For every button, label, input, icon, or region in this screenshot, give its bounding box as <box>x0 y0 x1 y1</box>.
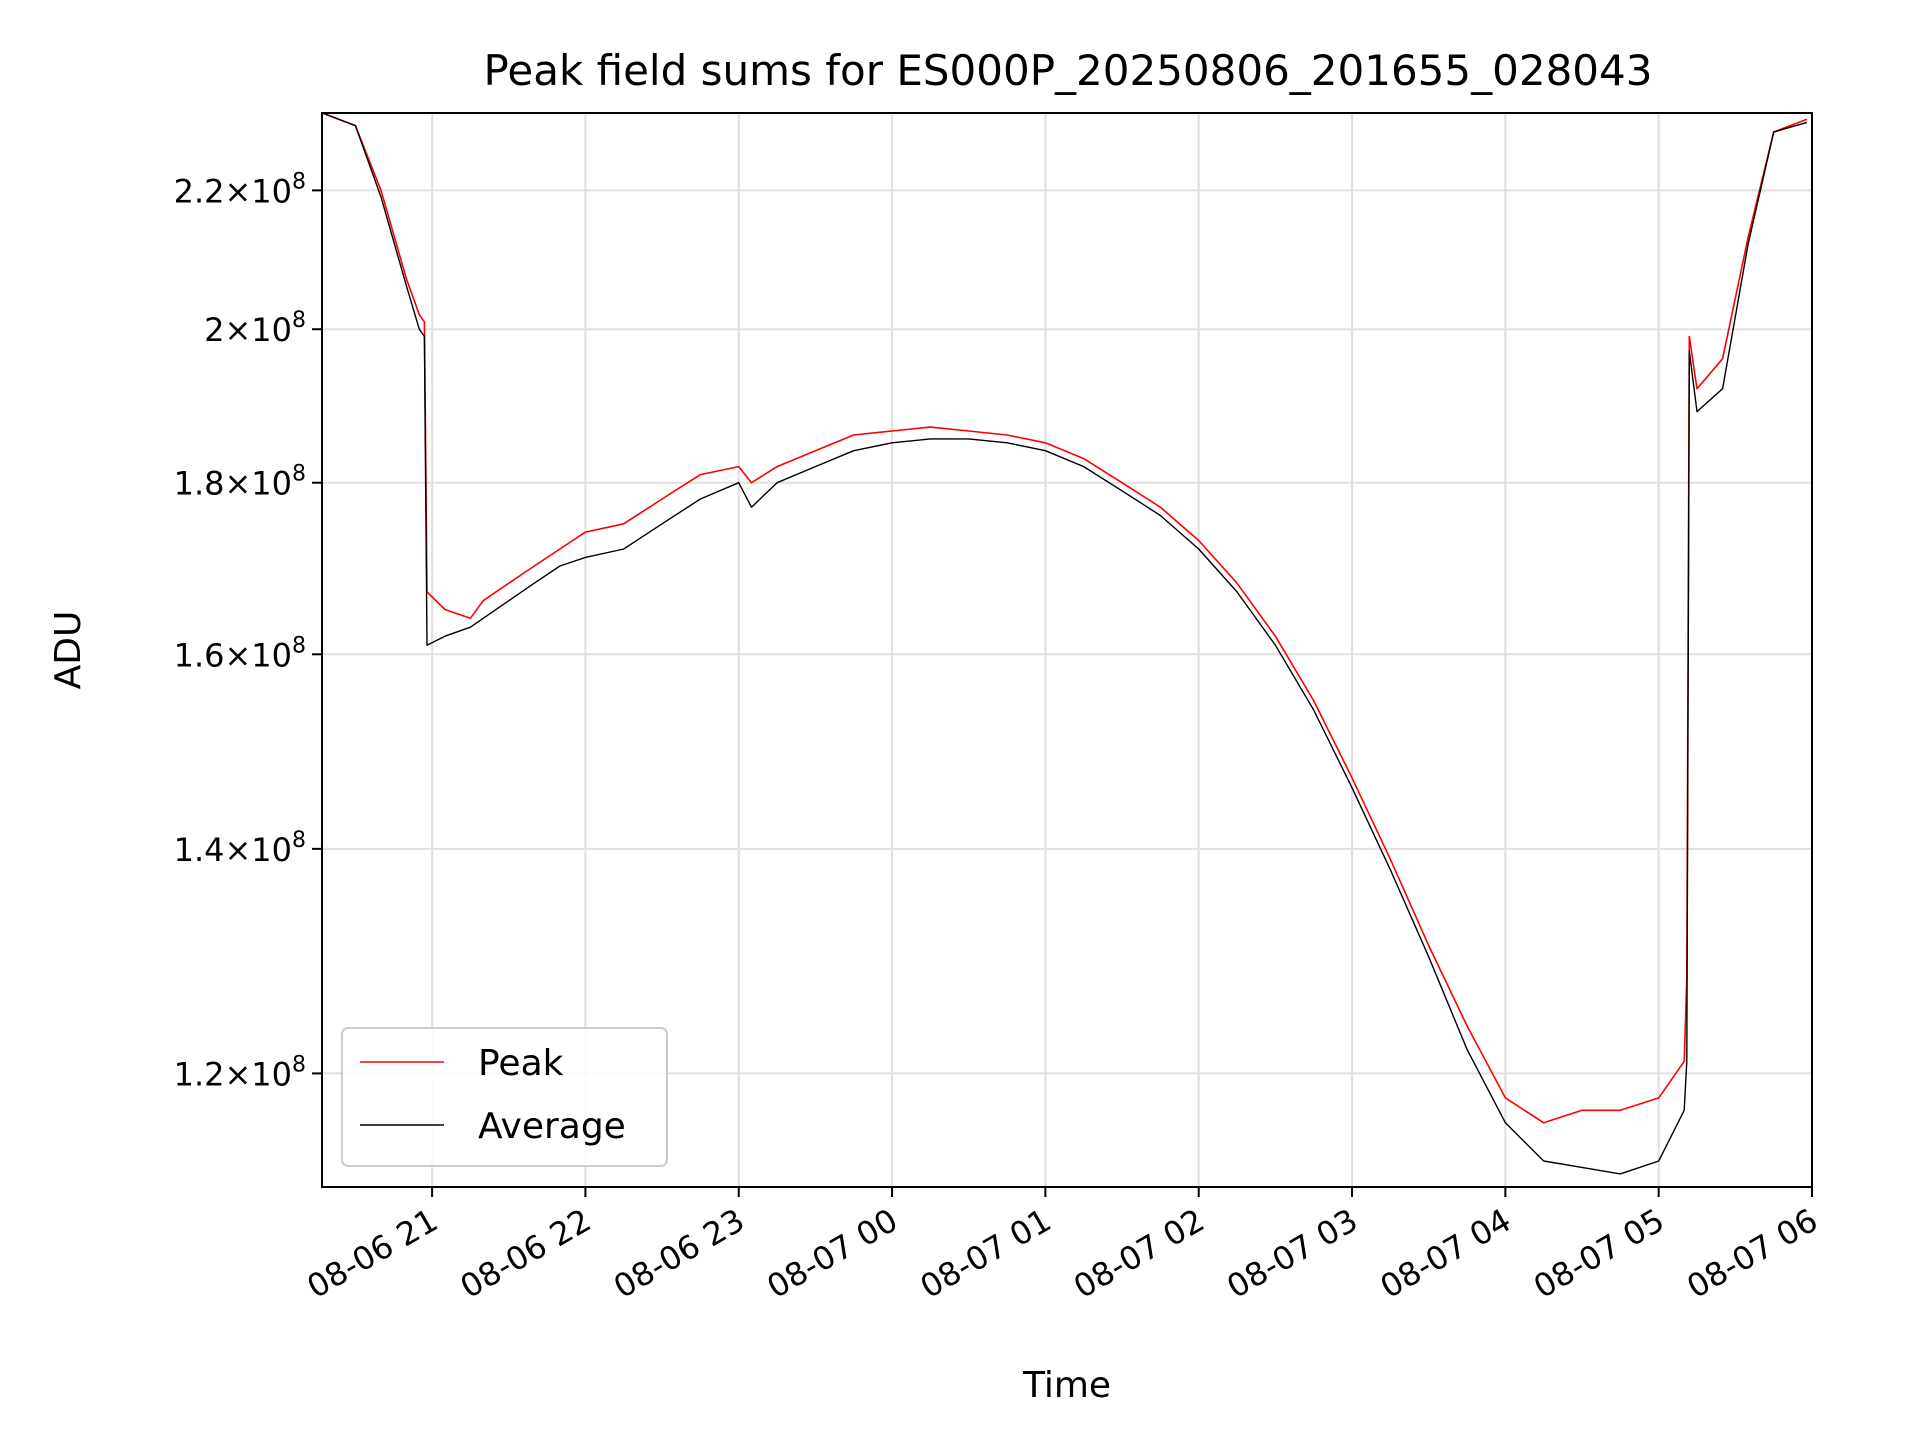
chart-title: Peak field sums for ES000P_20250806_2016… <box>484 46 1653 95</box>
y-axis: 1.2×108 1.4×108 1.6×108 1.8×108 2×108 2.2×108 <box>174 169 322 1093</box>
y-tick-label: 2×108 <box>204 308 306 349</box>
legend-label-average: Average <box>478 1106 626 1147</box>
y-tick-label: 1.4×108 <box>174 828 306 869</box>
y-axis-label: ADU <box>48 611 89 690</box>
x-axis-label: Time <box>1022 1365 1111 1406</box>
series-group <box>322 113 1808 1175</box>
plot-frame <box>321 112 1813 1188</box>
series-line-peak <box>322 113 1808 1124</box>
y-tick-label: 2.2×108 <box>174 169 306 210</box>
series-line-average <box>322 113 1808 1175</box>
y-tick-label: 1.2×108 <box>174 1052 306 1093</box>
y-tick-label: 1.6×108 <box>174 633 306 674</box>
legend: Peak Average <box>341 1027 668 1167</box>
legend-label-peak: Peak <box>478 1043 564 1084</box>
y-tick-label: 1.8×108 <box>174 462 306 503</box>
